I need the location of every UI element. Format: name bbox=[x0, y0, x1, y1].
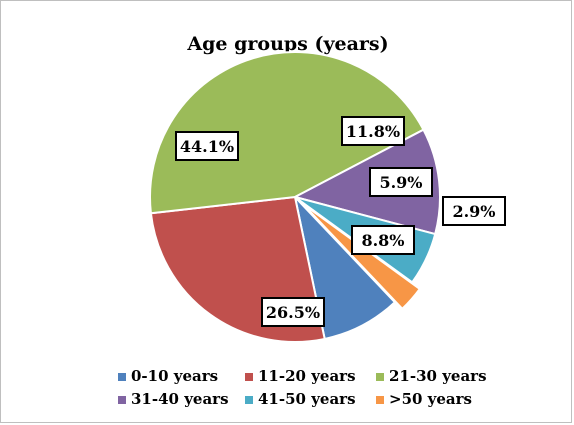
legend-swatch bbox=[118, 373, 126, 381]
pie-slice-31-40-years bbox=[292, 128, 441, 236]
legend-label: 0-10 years bbox=[131, 367, 218, 385]
legend-label: >50 years bbox=[389, 390, 472, 408]
legend-item: 41-50 years bbox=[245, 390, 356, 408]
data-label-text: 11.8% bbox=[346, 122, 400, 141]
legend-swatch bbox=[245, 373, 253, 381]
legend-item: 31-40 years bbox=[118, 390, 229, 408]
data-label-text: 8.8% bbox=[361, 231, 404, 250]
legend: 0-10 years 11-20 years 21-30 years 31-40 ye… bbox=[118, 367, 487, 408]
chart-title: Age groups (years) bbox=[186, 33, 388, 55]
data-label-text: 44.1% bbox=[180, 137, 234, 156]
data-label-box bbox=[442, 196, 506, 226]
data-label: 2.9% bbox=[442, 196, 506, 226]
legend-label: 11-20 years bbox=[258, 367, 356, 385]
legend-item: 0-10 years bbox=[118, 367, 218, 385]
legend-swatch bbox=[245, 396, 253, 404]
data-label-box bbox=[341, 116, 405, 146]
legend-swatch bbox=[376, 373, 384, 381]
data-label: 8.8% bbox=[351, 225, 415, 255]
legend-item: >50 years bbox=[376, 390, 472, 408]
legend-label: 41-50 years bbox=[258, 390, 356, 408]
data-label-box bbox=[369, 167, 433, 197]
data-label: 44.1% bbox=[175, 131, 239, 161]
data-labels: 8.8% 26.5% 44.1% 11.8% 5.9% 2.9% bbox=[175, 116, 506, 327]
data-label-box bbox=[175, 131, 239, 161]
data-label-box bbox=[351, 225, 415, 255]
legend-swatch bbox=[376, 396, 384, 404]
data-label-box bbox=[261, 297, 325, 327]
pie-slice-21-30-years bbox=[149, 51, 425, 215]
data-label-text: 2.9% bbox=[452, 202, 495, 221]
data-label: 26.5% bbox=[261, 297, 325, 327]
data-label: 11.8% bbox=[341, 116, 405, 146]
legend-item: 21-30 years bbox=[376, 367, 487, 385]
legend-label: 31-40 years bbox=[131, 390, 229, 408]
pie-slices bbox=[149, 51, 441, 343]
data-label: 5.9% bbox=[369, 167, 433, 197]
legend-item: 11-20 years bbox=[245, 367, 356, 385]
pie-slice-50-years bbox=[301, 202, 422, 311]
data-label-text: 5.9% bbox=[379, 173, 422, 192]
legend-label: 21-30 years bbox=[389, 367, 487, 385]
legend-swatch bbox=[118, 396, 126, 404]
data-label-text: 26.5% bbox=[266, 303, 320, 322]
